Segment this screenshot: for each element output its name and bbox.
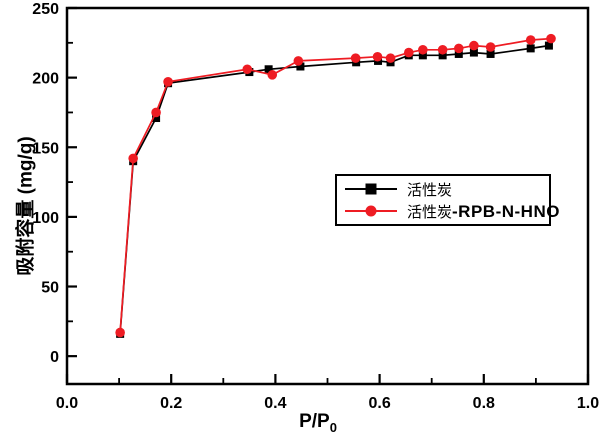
circle-marker-icon: [365, 205, 377, 217]
legend-sample-circle-series: [345, 204, 397, 218]
svg-text:1.0: 1.0: [577, 395, 599, 412]
svg-text:0: 0: [50, 349, 59, 366]
svg-text:250: 250: [32, 1, 59, 18]
legend-sample-square-series: [345, 182, 397, 196]
svg-text:50: 50: [41, 280, 59, 297]
svg-text:0.0: 0.0: [56, 395, 78, 412]
svg-text:0.2: 0.2: [160, 395, 182, 412]
svg-text:0.8: 0.8: [473, 395, 495, 412]
x-axis-title-base: P/P: [299, 411, 330, 433]
x-axis-title: P/P0: [299, 411, 337, 435]
legend-item-activated-carbon: 活性炭: [345, 178, 541, 200]
y-axis-title: 吸附容量 (mg/g): [15, 136, 37, 276]
svg-text:150: 150: [32, 140, 59, 157]
legend-box: 活性炭 活性炭-RPB-N-HNO: [335, 174, 559, 226]
svg-text:0.6: 0.6: [368, 395, 390, 412]
square-marker-icon: [365, 183, 377, 195]
legend-label: 活性炭-RPB-N-HNO: [407, 201, 560, 221]
legend-item-activated-carbon-rpb-n-hno: 活性炭-RPB-N-HNO: [345, 200, 559, 222]
svg-text:200: 200: [32, 71, 59, 88]
svg-text:0.4: 0.4: [264, 395, 286, 412]
x-axis-title-subscript: 0: [329, 419, 337, 435]
legend-label: 活性炭: [407, 181, 453, 199]
svg-text:100: 100: [32, 210, 59, 227]
